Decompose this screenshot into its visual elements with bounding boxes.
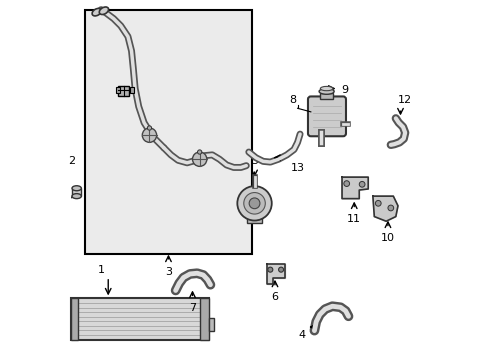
Polygon shape — [266, 264, 284, 284]
Circle shape — [197, 150, 202, 154]
Circle shape — [244, 193, 265, 214]
Bar — [116, 87, 120, 93]
FancyBboxPatch shape — [307, 96, 346, 136]
Bar — [246, 210, 262, 223]
Bar — [130, 87, 134, 93]
Text: 4: 4 — [298, 330, 305, 340]
Text: 1: 1 — [98, 265, 105, 275]
Circle shape — [142, 128, 156, 142]
Ellipse shape — [72, 194, 81, 199]
Circle shape — [387, 205, 393, 211]
Circle shape — [343, 181, 349, 186]
Text: 9: 9 — [341, 85, 348, 95]
Circle shape — [249, 198, 260, 209]
Bar — [118, 86, 129, 96]
Ellipse shape — [320, 86, 332, 91]
Polygon shape — [341, 177, 367, 199]
Bar — [85, 10, 251, 253]
Text: 5: 5 — [250, 156, 258, 166]
Bar — [208, 318, 214, 330]
Circle shape — [267, 267, 272, 272]
Text: 7: 7 — [188, 303, 196, 312]
Bar — [70, 298, 208, 339]
Circle shape — [359, 181, 364, 187]
Ellipse shape — [99, 7, 108, 14]
Polygon shape — [372, 196, 397, 221]
Text: 3: 3 — [164, 267, 172, 277]
Text: 11: 11 — [346, 214, 361, 224]
Bar — [199, 298, 208, 339]
Text: 13: 13 — [290, 163, 304, 173]
Circle shape — [237, 186, 271, 221]
Bar — [319, 93, 333, 99]
Ellipse shape — [72, 186, 81, 191]
Text: 10: 10 — [380, 233, 394, 243]
Text: 8: 8 — [289, 95, 296, 105]
Text: 2: 2 — [68, 156, 75, 166]
Text: 6: 6 — [271, 292, 278, 302]
Ellipse shape — [92, 8, 101, 16]
Circle shape — [192, 152, 206, 166]
Ellipse shape — [319, 89, 333, 94]
Circle shape — [278, 267, 283, 272]
Bar — [72, 188, 81, 196]
Bar — [70, 298, 78, 339]
Text: 12: 12 — [397, 95, 411, 105]
Circle shape — [147, 126, 151, 130]
Circle shape — [375, 201, 380, 206]
